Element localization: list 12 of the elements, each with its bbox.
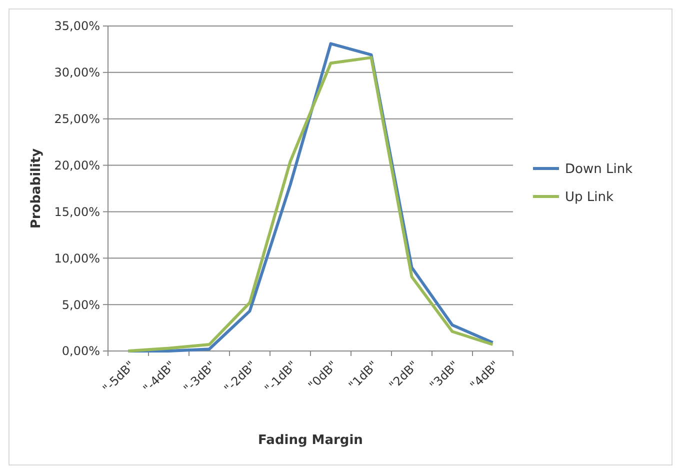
x-axis-title: Fading Margin	[258, 433, 363, 448]
y-tick-label: 35,00%	[54, 19, 100, 34]
y-tick-label: 10,00%	[54, 251, 100, 266]
y-tick-label: 5,00%	[62, 298, 100, 312]
y-tick-label: 30,00%	[54, 66, 100, 80]
y-tick-label: 0,00%	[62, 344, 100, 358]
legend-label: Up Link	[565, 190, 614, 206]
legend-label: Down Link	[565, 162, 634, 178]
y-tick-label: 20,00%	[54, 158, 100, 172]
y-tick-label: 15,00%	[54, 204, 100, 219]
y-axis-title: Probability	[29, 148, 44, 229]
y-tick-label: 25,00%	[54, 112, 100, 126]
